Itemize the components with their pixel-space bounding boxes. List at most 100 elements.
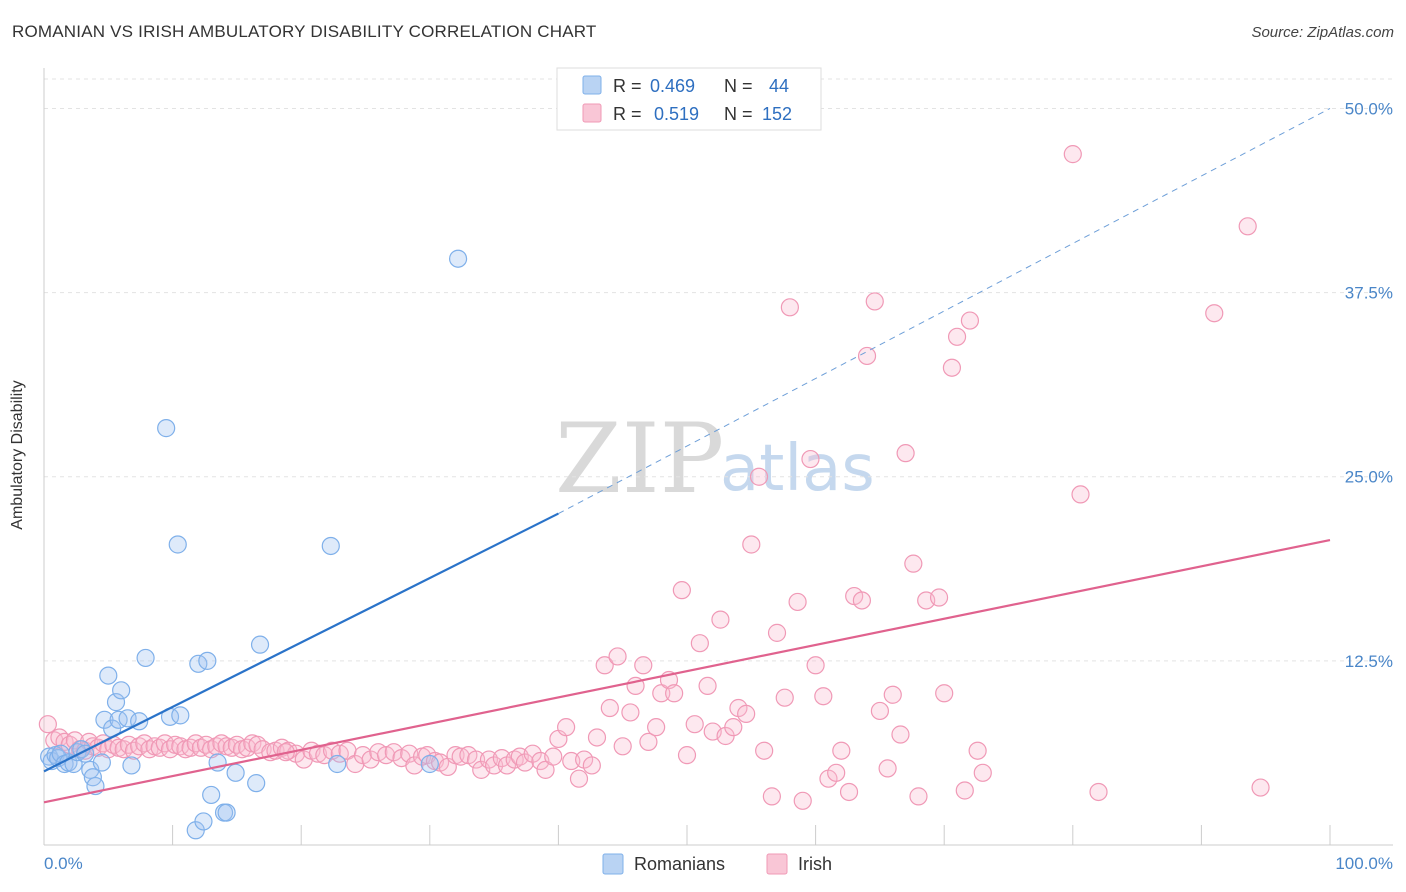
irish-point-148: [960, 311, 980, 330]
irish-point-137: [883, 685, 902, 704]
irish-point-132: [852, 591, 871, 610]
irish-point-149: [968, 741, 987, 760]
irish-point-155: [1238, 217, 1257, 236]
irish-point-141: [909, 787, 928, 806]
romanians-point-20: [112, 681, 131, 700]
irish-point-125: [806, 656, 825, 675]
irish-point-110: [711, 610, 730, 629]
irish-point-130: [839, 782, 859, 802]
romanians-trend-extension: [558, 108, 1331, 515]
romanians-trend-line: [43, 512, 559, 773]
bottom-legend-label-romanians: Romanians: [634, 854, 725, 874]
irish-point-117: [755, 741, 774, 760]
irish-point-134: [865, 292, 884, 311]
grid: [44, 78, 1393, 662]
legend-n-value-irish: 152: [762, 104, 792, 124]
romanians-point-32: [198, 651, 217, 670]
irish-point-151: [1063, 145, 1082, 164]
irish-point-143: [929, 588, 949, 607]
axes: [43, 68, 1393, 846]
legend-swatch-romanians: [582, 75, 602, 95]
legend-n-label-irish: N =: [724, 104, 753, 124]
irish-point-118: [762, 787, 781, 806]
irish-point-120: [775, 688, 794, 707]
watermark: ZIP atlas: [555, 403, 875, 515]
irish-point-150: [973, 763, 992, 782]
romanians-point-21: [118, 709, 137, 728]
irish-point-114: [737, 704, 756, 723]
irish-point-96: [621, 703, 640, 722]
irish-point-84: [544, 747, 563, 766]
irish-point-92: [595, 656, 614, 675]
legend-r-value-irish: 0.519: [654, 104, 699, 124]
watermark-atlas: atlas: [720, 432, 875, 506]
romanians-points: [40, 249, 468, 840]
irish-point-95: [613, 737, 632, 756]
irish-point-129: [832, 741, 851, 760]
legend-n-value-romanians: 44: [769, 76, 789, 96]
chart-source: Source: ZipAtlas.com: [1251, 24, 1394, 41]
irish-point-50: [308, 744, 328, 763]
romanians-point-18: [106, 693, 126, 712]
irish-point-106: [685, 715, 704, 734]
legend-r-value-romanians: 0.469: [650, 76, 695, 96]
x-tick-label-min: 0.0%: [44, 854, 83, 873]
y-tick-label-1: 25.0%: [1345, 468, 1393, 487]
irish-point-121: [780, 298, 799, 317]
romanians-point-25: [157, 419, 176, 438]
irish-point-0: [38, 715, 57, 734]
romanians-point-19: [109, 710, 128, 729]
romanians-point-14: [92, 753, 111, 772]
irish-point-139: [896, 444, 915, 463]
irish-point-107: [690, 634, 709, 653]
romanians-point-43: [448, 249, 468, 268]
irish-point-133: [857, 346, 877, 366]
irish-point-154: [1205, 304, 1224, 323]
irish-point-34: [212, 734, 231, 753]
irish-point-33: [207, 737, 226, 756]
romanians-point-31: [194, 812, 213, 831]
x-tick-labels: 0.0% 100.0%: [44, 854, 1393, 873]
irish-point-98: [634, 656, 653, 675]
bottom-legend-swatch-irish: [766, 853, 788, 875]
irish-point-138: [891, 725, 910, 744]
irish-point-90: [582, 756, 601, 775]
irish-point-70: [451, 747, 470, 766]
irish-point-100: [647, 718, 666, 737]
irish-point-103: [665, 684, 684, 703]
irish-point-108: [698, 676, 717, 696]
bottom-legend-label-irish: Irish: [798, 854, 832, 874]
y-tick-label-0: 12.5%: [1345, 652, 1393, 671]
irish-point-93: [600, 698, 619, 718]
y-tick-label-2: 37.5%: [1345, 284, 1393, 303]
watermark-zip: ZIP: [555, 403, 724, 515]
romanians-point-41: [328, 754, 347, 774]
irish-point-112: [724, 718, 743, 737]
romanians-point-16: [99, 666, 118, 685]
irish-point-124: [801, 449, 820, 469]
romanians-point-28: [171, 706, 190, 725]
romanians-point-40: [321, 536, 340, 556]
irish-point-136: [878, 759, 897, 778]
irish-point-104: [672, 581, 691, 600]
legend-n-label-romanians: N =: [724, 76, 753, 96]
irish-point-78: [505, 750, 524, 769]
legend-r-label-romanians: R =: [613, 76, 642, 96]
y-tick-label-3: 50.0%: [1345, 99, 1393, 118]
irish-point-144: [935, 684, 954, 703]
irish-point-128: [827, 763, 846, 782]
irish-point-152: [1071, 485, 1090, 504]
irish-point-91: [587, 728, 607, 747]
irish-point-119: [767, 623, 787, 642]
irish-points: [38, 145, 1270, 810]
irish-trend-line: [43, 538, 1331, 804]
irish-point-81: [523, 744, 542, 763]
trend-lines: [43, 108, 1331, 804]
irish-point-153: [1089, 782, 1108, 802]
irish-point-147: [955, 781, 974, 800]
legend: R = 0.469 N = 44 R = 0.519 N = 152: [556, 67, 822, 131]
irish-point-135: [870, 701, 890, 721]
legend-swatch-irish: [582, 103, 602, 123]
irish-point-140: [904, 554, 923, 573]
